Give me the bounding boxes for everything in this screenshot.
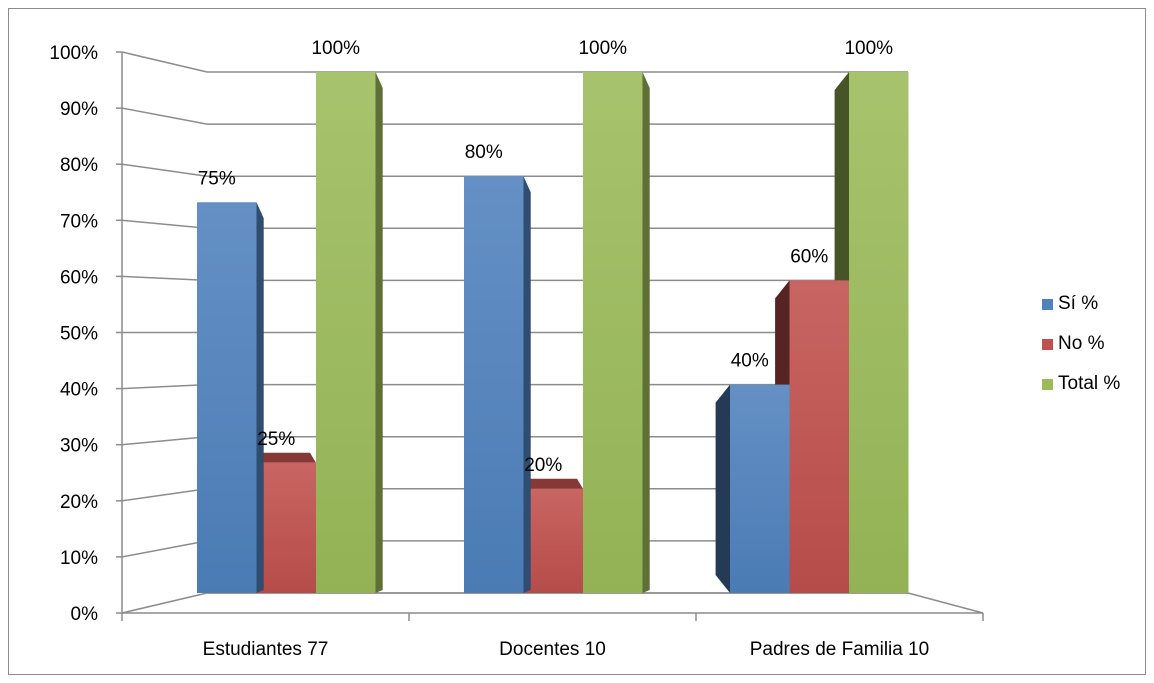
bar-side-face xyxy=(715,384,730,593)
bar-side-face xyxy=(375,72,383,593)
bar-side-face xyxy=(523,176,531,593)
gridline-side xyxy=(121,219,208,230)
gridline-side xyxy=(121,488,208,502)
x-category-label: Estudiantes 77 xyxy=(203,639,329,660)
legend: Sí % No % Total % xyxy=(1042,292,1152,412)
bar-top-face xyxy=(523,478,583,489)
data-label: 40% xyxy=(731,351,769,372)
legend-item-total: Total % xyxy=(1042,372,1152,396)
gridline-side xyxy=(121,435,208,446)
legend-item-no: No % xyxy=(1042,332,1152,356)
gridline-side xyxy=(121,163,208,177)
legend-label: Sí % xyxy=(1058,293,1099,314)
gridline-side xyxy=(121,51,208,73)
bar-side-face xyxy=(256,202,264,593)
data-label: 80% xyxy=(465,142,503,163)
bars xyxy=(197,72,909,593)
data-labels: 100% 25% 75% 100% 20% 80% 100% 60% 40% xyxy=(198,38,893,476)
y-tick-label: 10% xyxy=(60,548,98,569)
data-label: 25% xyxy=(257,429,295,450)
y-tick-label: 40% xyxy=(60,380,98,401)
y-tick-label: 60% xyxy=(60,267,98,288)
x-category-label: Padres de Familia 10 xyxy=(750,639,930,660)
legend-swatch xyxy=(1042,378,1053,390)
bar xyxy=(464,176,531,593)
gridline-side xyxy=(121,275,208,282)
bar-front-face xyxy=(730,384,790,593)
bar xyxy=(256,452,316,593)
bar-front-face xyxy=(523,488,583,593)
data-label: 100% xyxy=(311,38,360,59)
bar xyxy=(316,72,383,593)
data-label: 100% xyxy=(844,38,893,59)
bar-front-face xyxy=(789,280,849,593)
bar-front-face xyxy=(849,72,909,593)
bar-side-face xyxy=(642,72,650,593)
bar xyxy=(583,72,650,593)
y-tick-label: 50% xyxy=(60,324,98,345)
bar xyxy=(197,202,264,593)
y-tick-label: 30% xyxy=(60,436,98,457)
x-axis-category-labels: Estudiantes 77 Docentes 10 Padres de Famil… xyxy=(203,639,930,660)
floor-edge xyxy=(907,592,984,614)
bar xyxy=(523,478,583,593)
data-label: 75% xyxy=(198,168,236,189)
data-label: 60% xyxy=(790,246,828,267)
x-category-label: Docentes 10 xyxy=(499,639,606,660)
y-tick-label: 80% xyxy=(60,155,98,176)
y-tick-label: 0% xyxy=(71,604,99,625)
bar xyxy=(715,384,790,593)
y-tick-label: 70% xyxy=(60,211,98,232)
legend-swatch xyxy=(1042,338,1053,350)
y-axis-tick-labels: 0% 10% 20% 30% 40% 50% 60% 70% 80% 90% 100% xyxy=(49,43,98,625)
bar-front-face xyxy=(583,72,643,593)
bar-front-face xyxy=(464,176,524,593)
gridline-side xyxy=(121,383,208,390)
legend-label: Total % xyxy=(1058,373,1121,394)
bar-front-face xyxy=(316,72,376,593)
gridline-side xyxy=(121,592,208,614)
bar-front-face xyxy=(256,462,316,593)
y-tick-label: 90% xyxy=(60,99,98,120)
data-label: 100% xyxy=(578,38,627,59)
data-label: 20% xyxy=(524,455,562,476)
y-tick-label: 20% xyxy=(60,492,98,513)
legend-label: No % xyxy=(1058,333,1105,354)
bar-front-face xyxy=(197,202,257,593)
gridline-side xyxy=(121,107,208,125)
gridline-side xyxy=(121,540,208,558)
bar-top-face xyxy=(256,452,316,463)
legend-swatch xyxy=(1042,298,1053,310)
y-tick-label: 100% xyxy=(49,43,98,64)
legend-item-si: Sí % xyxy=(1042,292,1152,316)
